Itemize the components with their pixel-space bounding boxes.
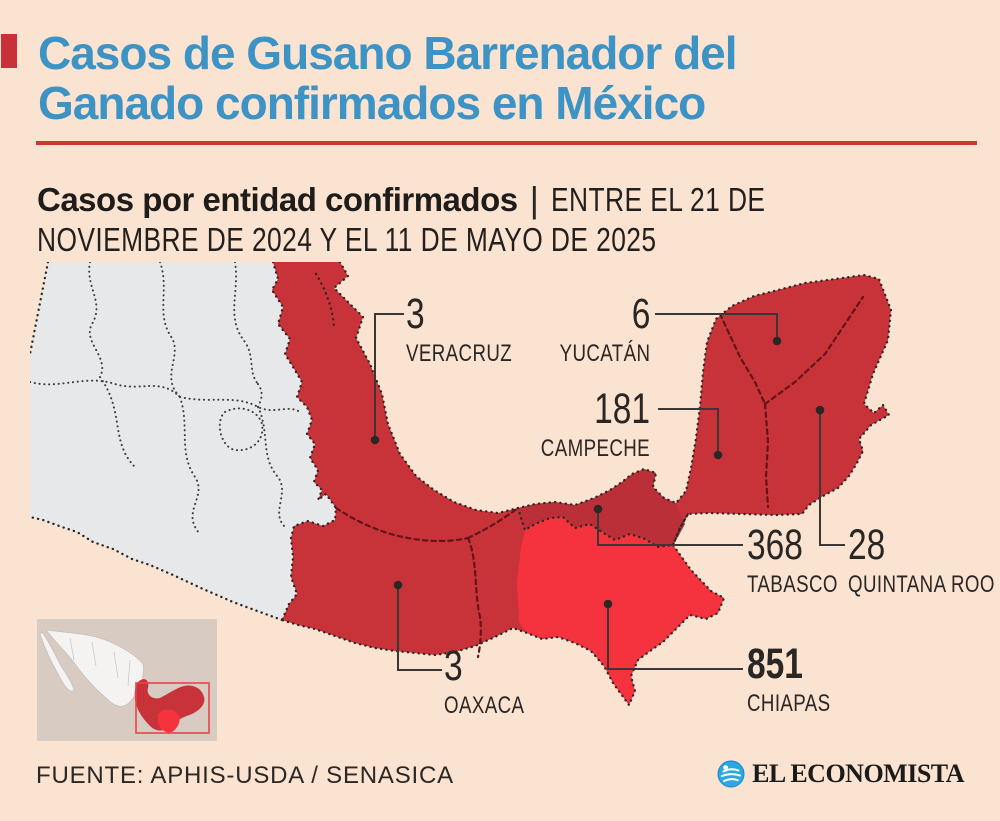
- page-title: Casos de Gusano Barrenador del Ganado co…: [38, 28, 958, 128]
- quintana-roo-name: QUINTANA ROO: [848, 571, 995, 598]
- leader-dots: [370, 336, 825, 609]
- oaxaca-name: OAXACA: [444, 692, 525, 719]
- source-credit: FUENTE: APHIS-USDA / SENASICA: [36, 762, 454, 789]
- chiapas-cases: 851: [747, 640, 803, 688]
- internal-state-borders: [334, 295, 865, 659]
- veracruz-cases: 3: [406, 290, 425, 338]
- quintana-roo-cases: 28: [848, 521, 886, 569]
- subtitle-period-line1: ENTRE EL 21 DE: [550, 181, 766, 218]
- page-title-line1: Casos de Gusano Barrenador del: [38, 27, 738, 79]
- gray-state-borders: [30, 262, 301, 535]
- subtitle-period-line2: NOVIEMBRE DE 2024 Y EL 11 DE MAYO DE 202…: [37, 221, 657, 258]
- brand-logo: EL ECONOMISTA: [717, 759, 964, 789]
- subtitle-separator: |: [529, 179, 539, 220]
- label-chiapas: 851 CHIAPAS: [747, 640, 854, 717]
- inset-locator-map: [37, 619, 217, 741]
- subtitle-bold: Casos por entidad confirmados: [37, 181, 518, 218]
- mexico-map: [30, 262, 893, 741]
- inset-view-rectangle: [135, 682, 210, 734]
- label-campeche: 181 CAMPECHE: [510, 385, 650, 462]
- title-accent-square: [1, 34, 17, 68]
- affected-states-region: [272, 262, 891, 705]
- title-divider-rule: [36, 141, 977, 145]
- state-chiapas: [517, 517, 724, 705]
- subtitle: Casos por entidad confirmados | ENTRE EL…: [37, 181, 819, 219]
- tabasco-name: TABASCO: [747, 571, 838, 598]
- chiapas-name: CHIAPAS: [747, 690, 831, 717]
- yucatan-name: YUCATÁN: [559, 340, 650, 367]
- label-veracruz: 3 VERACRUZ: [406, 290, 542, 367]
- brand-name: EL ECONOMISTA: [752, 759, 964, 788]
- label-tabasco: 368 TABASCO: [747, 521, 863, 598]
- veracruz-name: VERACRUZ: [406, 340, 513, 367]
- oaxaca-cases: 3: [444, 642, 463, 690]
- label-quintana-roo: 28 QUINTANA ROO: [848, 521, 1000, 598]
- label-yucatan: 6 YUCATÁN: [534, 290, 650, 367]
- leader-lines: [374, 313, 845, 671]
- label-oaxaca: 3 OAXACA: [444, 642, 547, 719]
- el-economista-globe-icon: [717, 760, 745, 788]
- page-title-line2: Ganado confirmados en México: [38, 77, 706, 129]
- campeche-cases: 181: [594, 385, 650, 433]
- campeche-name: CAMPECHE: [540, 435, 650, 462]
- unaffected-states-region: [30, 262, 336, 620]
- yucatan-cases: 6: [631, 290, 650, 338]
- tabasco-cases: 368: [747, 521, 803, 569]
